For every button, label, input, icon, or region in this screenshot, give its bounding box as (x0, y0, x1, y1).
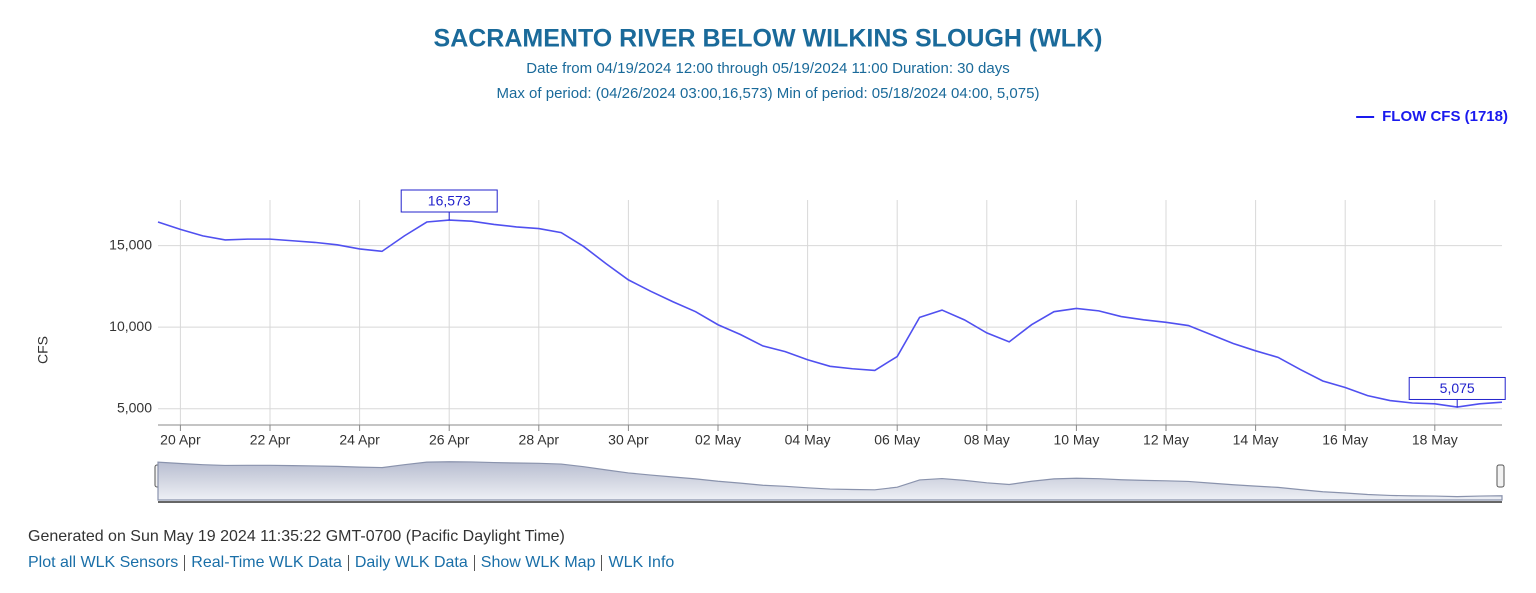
legend-label: FLOW CFS (1718) (1382, 108, 1508, 125)
link-separator (601, 555, 603, 571)
navigator-handle[interactable] (1496, 464, 1505, 488)
footer-link[interactable]: Daily WLK Data (354, 554, 468, 571)
x-tick-label: 08 May (964, 432, 1010, 448)
annotation-label: 16,573 (428, 193, 471, 209)
x-tick-label: 18 May (1412, 432, 1458, 448)
x-tick-label: 06 May (874, 432, 920, 448)
x-tick-label: 28 Apr (519, 432, 560, 448)
annotation-box (1408, 376, 1506, 400)
line-series (157, 219, 1503, 408)
annotation-box (400, 189, 498, 213)
y-axis-label: CFS (35, 336, 51, 364)
x-tick-label: 04 May (785, 432, 831, 448)
x-tick-label: 12 May (1143, 432, 1189, 448)
x-tick-label: 24 Apr (339, 432, 380, 448)
x-tick-label: 26 Apr (429, 432, 470, 448)
link-separator (347, 555, 349, 571)
chart-title: SACRAMENTO RIVER BELOW WILKINS SLOUGH (W… (434, 25, 1103, 53)
footer-link[interactable]: Real-Time WLK Data (191, 554, 342, 571)
chart: SACRAMENTO RIVER BELOW WILKINS SLOUGH (W… (35, 25, 1508, 503)
y-tick-label: 5,000 (117, 399, 152, 415)
footer-link[interactable]: Plot all WLK Sensors (28, 554, 179, 571)
y-tick-label: 15,000 (109, 236, 152, 252)
link-bar: Plot all WLK Sensors Real-Time WLK Data Da… (28, 550, 674, 576)
generated-note: Generated on Sun May 19 2024 11:35:22 GM… (28, 528, 565, 545)
x-tick-label: 30 Apr (608, 432, 649, 448)
footer: Generated on Sun May 19 2024 11:35:22 GM… (28, 524, 674, 576)
link-separator (473, 555, 475, 571)
annotation-label: 5,075 (1440, 380, 1475, 396)
y-tick-label: 10,000 (109, 318, 152, 334)
x-tick-label: 02 May (695, 432, 741, 448)
x-tick-label: 22 Apr (250, 432, 291, 448)
footer-link[interactable]: Show WLK Map (480, 554, 596, 571)
link-separator (184, 555, 186, 571)
chart-subtitle: Max of period: (04/26/2024 03:00,16,573)… (497, 85, 1040, 102)
navigator-area (157, 461, 1503, 501)
footer-link[interactable]: WLK Info (608, 554, 675, 571)
x-tick-label: 14 May (1233, 432, 1279, 448)
x-tick-label: 10 May (1053, 432, 1099, 448)
chart-subtitle: Date from 04/19/2024 12:00 through 05/19… (526, 60, 1009, 77)
x-tick-label: 16 May (1322, 432, 1368, 448)
x-tick-label: 20 Apr (160, 432, 201, 448)
